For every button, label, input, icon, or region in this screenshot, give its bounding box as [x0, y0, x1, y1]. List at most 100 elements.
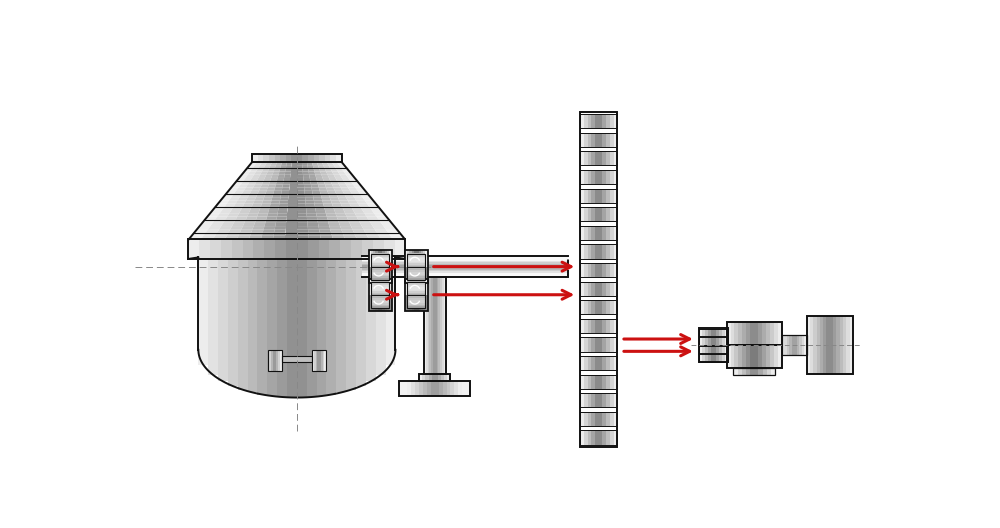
Polygon shape: [280, 165, 286, 168]
Bar: [754, 345, 759, 369]
Polygon shape: [351, 181, 360, 184]
Bar: [371, 286, 389, 288]
Bar: [711, 354, 714, 362]
Bar: [369, 267, 371, 283]
Bar: [580, 226, 584, 240]
Polygon shape: [275, 184, 283, 187]
Polygon shape: [355, 213, 366, 216]
Bar: [750, 322, 755, 345]
Polygon shape: [344, 235, 357, 239]
Bar: [580, 112, 617, 447]
Bar: [407, 273, 425, 275]
Bar: [435, 277, 437, 374]
Polygon shape: [333, 207, 344, 210]
Bar: [610, 207, 614, 221]
Bar: [588, 430, 592, 445]
Polygon shape: [263, 229, 275, 232]
Bar: [588, 152, 592, 165]
Polygon shape: [307, 165, 314, 168]
Polygon shape: [226, 191, 236, 194]
Polygon shape: [308, 226, 319, 229]
Polygon shape: [307, 220, 318, 223]
Polygon shape: [309, 172, 315, 175]
Polygon shape: [247, 165, 255, 168]
Bar: [416, 250, 419, 267]
Polygon shape: [236, 178, 246, 181]
Bar: [376, 258, 386, 350]
Polygon shape: [373, 226, 386, 229]
Bar: [375, 295, 378, 311]
Bar: [584, 393, 588, 408]
Bar: [580, 188, 617, 203]
Polygon shape: [305, 201, 314, 204]
Bar: [371, 253, 389, 255]
Bar: [580, 152, 584, 165]
Bar: [362, 268, 568, 270]
Bar: [584, 226, 588, 240]
Bar: [584, 412, 588, 426]
Bar: [725, 346, 728, 353]
Polygon shape: [283, 178, 290, 181]
Bar: [407, 253, 425, 280]
Bar: [614, 356, 618, 370]
Polygon shape: [339, 223, 351, 226]
Bar: [382, 250, 385, 267]
Bar: [371, 304, 389, 306]
Bar: [705, 329, 708, 336]
Bar: [371, 255, 389, 257]
Bar: [423, 295, 426, 311]
Bar: [817, 316, 820, 374]
Polygon shape: [274, 187, 282, 191]
Bar: [425, 250, 428, 267]
Polygon shape: [264, 223, 276, 226]
Bar: [395, 239, 406, 259]
Polygon shape: [327, 191, 336, 194]
Polygon shape: [253, 201, 263, 204]
Bar: [317, 350, 320, 371]
Bar: [610, 133, 614, 147]
Polygon shape: [297, 197, 305, 201]
Polygon shape: [223, 194, 234, 197]
Bar: [606, 356, 610, 370]
Polygon shape: [304, 181, 311, 184]
Bar: [599, 133, 603, 147]
Bar: [378, 279, 380, 295]
Bar: [787, 335, 790, 355]
Bar: [716, 346, 720, 353]
Polygon shape: [269, 207, 279, 210]
Bar: [595, 281, 599, 296]
Bar: [725, 354, 728, 362]
Bar: [414, 250, 417, 267]
Bar: [414, 267, 417, 283]
Polygon shape: [291, 168, 297, 172]
Bar: [606, 114, 610, 128]
Polygon shape: [345, 213, 356, 216]
Bar: [584, 244, 588, 259]
Polygon shape: [268, 184, 276, 187]
Bar: [423, 267, 426, 283]
Bar: [443, 381, 447, 396]
Bar: [580, 133, 584, 147]
Bar: [580, 337, 617, 352]
Bar: [699, 354, 702, 362]
Polygon shape: [225, 216, 237, 220]
Bar: [602, 281, 607, 296]
Bar: [375, 267, 378, 283]
Bar: [409, 250, 412, 267]
Polygon shape: [265, 191, 274, 194]
Bar: [258, 154, 264, 162]
Bar: [371, 266, 389, 268]
Bar: [797, 335, 800, 355]
Bar: [221, 239, 232, 259]
Polygon shape: [239, 210, 250, 213]
Bar: [614, 300, 618, 314]
Polygon shape: [297, 172, 303, 175]
Bar: [423, 250, 426, 267]
Bar: [425, 279, 428, 295]
Bar: [371, 288, 389, 290]
Bar: [407, 275, 425, 277]
Polygon shape: [341, 187, 350, 191]
Bar: [409, 295, 412, 311]
Polygon shape: [257, 191, 267, 194]
Polygon shape: [297, 213, 307, 216]
